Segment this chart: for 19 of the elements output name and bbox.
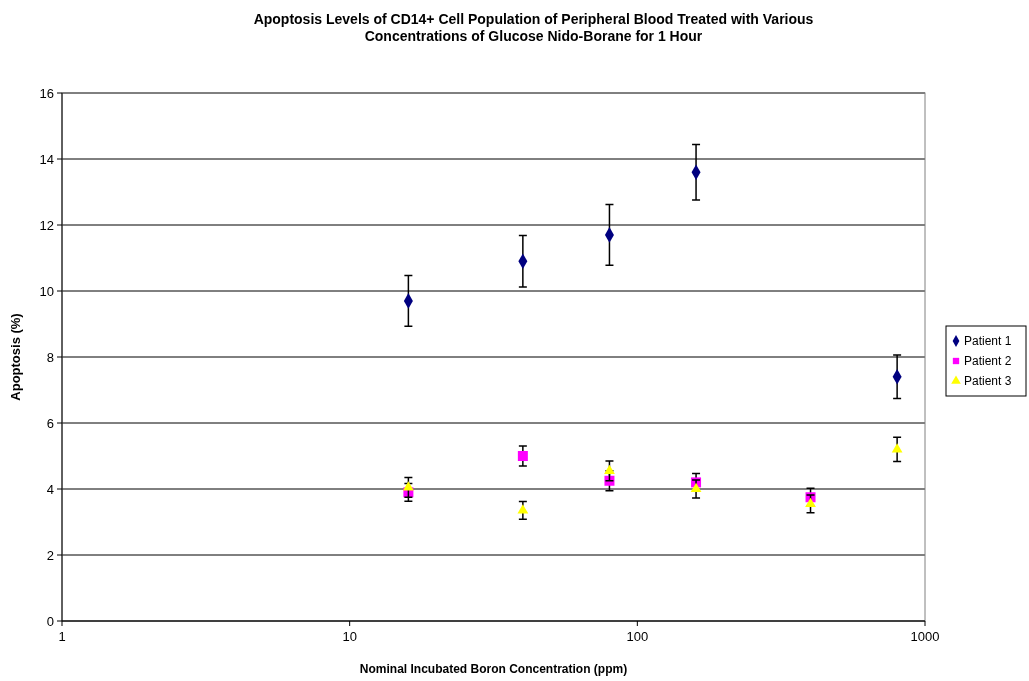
y-tick-label: 12 bbox=[39, 217, 54, 233]
chart-title: Apoptosis Levels of CD14+ Cell Population of Peripheral Blood Treated with Various Concentrations of Glucose Nido-Borane for 1 Hour bbox=[253, 11, 814, 44]
y-tick-label: 2 bbox=[46, 547, 54, 563]
x-tick-label: 100 bbox=[626, 629, 649, 644]
y-tick-label: 14 bbox=[39, 151, 54, 167]
y-tick-label: 8 bbox=[46, 349, 54, 365]
x-tick-label: 10 bbox=[342, 629, 357, 644]
y-tick-label: 6 bbox=[46, 415, 54, 431]
legend-label: Patient 2 bbox=[964, 354, 1012, 369]
x-tick-label: 1000 bbox=[910, 629, 940, 644]
y-tick-label: 16 bbox=[39, 85, 54, 101]
legend-label: Patient 3 bbox=[964, 374, 1012, 389]
legend-label: Patient 1 bbox=[964, 334, 1012, 349]
x-axis-title: Nominal Incubated Boron Concentration (ppm) bbox=[359, 662, 628, 676]
y-tick-label: 0 bbox=[46, 613, 54, 629]
x-tick-label: 1 bbox=[58, 629, 66, 644]
y-tick-label: 4 bbox=[46, 481, 54, 497]
y-tick-label: 10 bbox=[39, 283, 54, 299]
y-axis-title: Apoptosis (%) bbox=[8, 313, 23, 401]
